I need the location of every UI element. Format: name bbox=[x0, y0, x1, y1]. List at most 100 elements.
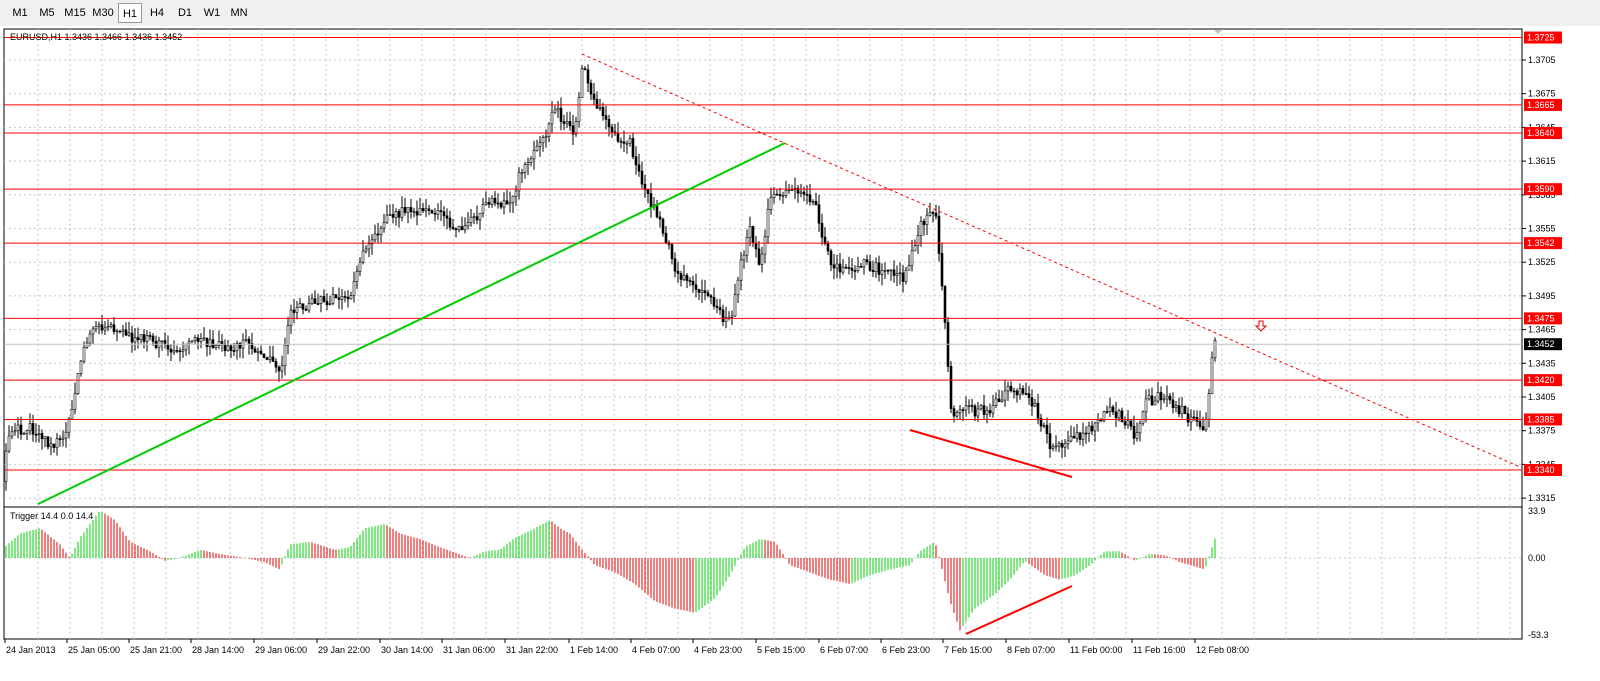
candle-body bbox=[871, 270, 875, 273]
time-tick-label: 4 Feb 23:00 bbox=[694, 645, 742, 655]
candle-body bbox=[694, 284, 698, 290]
time-tick-label: 6 Feb 23:00 bbox=[882, 645, 930, 655]
candle-body bbox=[391, 214, 395, 218]
candle-body bbox=[925, 214, 929, 226]
down-arrow-icon bbox=[1254, 320, 1268, 332]
candle-body bbox=[505, 200, 509, 205]
level-label-bg bbox=[1524, 374, 1562, 387]
candle-body bbox=[274, 361, 278, 368]
indicator-divergence-line bbox=[965, 585, 1073, 635]
candle-body bbox=[385, 214, 389, 223]
candle-body bbox=[1084, 432, 1088, 435]
candle-body bbox=[1213, 340, 1217, 359]
candle-body bbox=[520, 171, 524, 174]
candle-body bbox=[1123, 421, 1127, 426]
candle-body bbox=[1066, 440, 1070, 445]
candle-body bbox=[262, 353, 266, 358]
chart-window[interactable]: EURUSD,H1 1.3436 1.3466 1.3436 1.3452 Tr… bbox=[0, 26, 1600, 676]
timeframe-m1-button[interactable]: M1 bbox=[12, 7, 28, 19]
candle-body bbox=[751, 226, 755, 244]
main-chart-pane[interactable] bbox=[3, 28, 1523, 508]
candle-body bbox=[1000, 399, 1004, 403]
candle-body bbox=[421, 208, 425, 212]
candle-body bbox=[814, 201, 818, 206]
indicator-pane[interactable] bbox=[3, 506, 1523, 640]
time-tick-label: 29 Jan 22:00 bbox=[318, 645, 370, 655]
candle-body bbox=[1024, 393, 1028, 395]
candle-body bbox=[772, 193, 776, 199]
candle-body bbox=[538, 142, 542, 147]
level-labels: 1.3725 1.3665 1.3640 1.3590 1.3542 1.3475 1.34… bbox=[1524, 31, 1562, 477]
candle-body bbox=[820, 222, 824, 238]
candle-body bbox=[271, 356, 275, 362]
timeframe-h1-button[interactable]: H1 bbox=[118, 3, 142, 23]
candle-body bbox=[487, 202, 491, 205]
timeframe-m5-button[interactable]: M5 bbox=[39, 7, 55, 19]
candle-body bbox=[748, 226, 752, 238]
candle-body bbox=[352, 281, 356, 297]
candle-body bbox=[37, 433, 41, 436]
timeframe-mn-button[interactable]: MN bbox=[230, 7, 248, 19]
candle-body bbox=[400, 207, 404, 218]
candle-body bbox=[637, 164, 641, 172]
candle-body bbox=[502, 200, 506, 208]
candle-body bbox=[166, 344, 170, 350]
candle-body bbox=[1210, 357, 1214, 394]
candle-body bbox=[346, 296, 350, 300]
candle-body bbox=[214, 345, 218, 349]
candle-body bbox=[913, 245, 917, 252]
candle-body bbox=[136, 337, 140, 341]
timeframe-m30-button[interactable]: M30 bbox=[92, 7, 114, 19]
candle-body bbox=[142, 334, 146, 342]
candle-body bbox=[508, 202, 512, 205]
time-tick-label: 7 Feb 15:00 bbox=[944, 645, 992, 655]
chart-svg[interactable]: EURUSD,H1 1.3436 1.3466 1.3436 1.3452 Tr… bbox=[0, 26, 1600, 676]
candle-body bbox=[865, 259, 869, 263]
candle-body bbox=[115, 330, 119, 333]
candle-body bbox=[208, 339, 212, 348]
candle-body bbox=[700, 290, 704, 293]
candle-body bbox=[844, 266, 848, 269]
candle-body bbox=[160, 340, 164, 343]
candle-body bbox=[664, 232, 668, 243]
candle-body bbox=[916, 235, 920, 246]
price-tick-label: 1.3405 bbox=[1528, 392, 1556, 402]
candle-body bbox=[1159, 392, 1163, 401]
candle-body bbox=[889, 269, 893, 272]
candle-body bbox=[238, 342, 242, 349]
candle-body bbox=[733, 294, 737, 317]
candle-body bbox=[76, 373, 80, 394]
timeframe-h4-button[interactable]: H4 bbox=[149, 7, 165, 19]
level-label-bg bbox=[1524, 183, 1562, 196]
candle-body bbox=[10, 431, 14, 437]
candle-body bbox=[1114, 411, 1118, 419]
candle-body bbox=[103, 327, 107, 331]
candle-body bbox=[847, 267, 851, 269]
candle-body bbox=[628, 138, 632, 144]
candle-body bbox=[196, 337, 200, 342]
candle-body bbox=[40, 433, 44, 440]
candle-body bbox=[340, 296, 344, 300]
candle-body bbox=[703, 290, 707, 293]
timeframe-d1-button[interactable]: D1 bbox=[177, 7, 193, 19]
candle-body bbox=[397, 211, 401, 218]
candle-body bbox=[1051, 446, 1055, 450]
time-tick-label: 25 Jan 21:00 bbox=[130, 645, 182, 655]
candle-body bbox=[199, 338, 203, 342]
candle-body bbox=[1207, 393, 1211, 420]
candle-body bbox=[850, 268, 854, 271]
timeframe-m15-button[interactable]: M15 bbox=[64, 7, 86, 19]
candle-body bbox=[424, 208, 428, 212]
candle-body bbox=[805, 193, 809, 196]
candle-body bbox=[382, 222, 386, 229]
level-label: 1.3420 bbox=[1527, 375, 1555, 385]
candle-body bbox=[826, 243, 830, 252]
candle-body bbox=[295, 307, 299, 313]
candle-body bbox=[1108, 406, 1112, 412]
candle-body bbox=[799, 191, 803, 194]
timeframe-w1-button[interactable]: W1 bbox=[203, 7, 221, 19]
candle-body bbox=[145, 335, 149, 342]
candle-body bbox=[1039, 417, 1043, 427]
current-price-bg bbox=[1524, 338, 1562, 351]
candle-body bbox=[235, 342, 239, 351]
